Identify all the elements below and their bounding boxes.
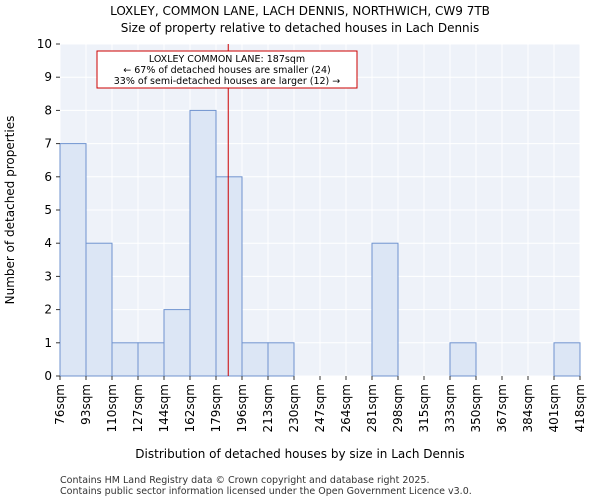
- y-tick-label: 4: [44, 236, 52, 250]
- x-tick-label: 196sqm: [235, 384, 249, 432]
- x-tick-label: 127sqm: [131, 384, 145, 432]
- x-tick-label: 401sqm: [547, 384, 561, 432]
- x-axis-ticks: 76sqm 93sqm 110sqm 127sqm 144sqm 162sqm 179sqm…: [53, 376, 587, 432]
- x-tick-label: 281sqm: [365, 384, 379, 432]
- annotation-line-1: LOXLEY COMMON LANE: 187sqm: [149, 54, 305, 65]
- x-tick-label: 367sqm: [495, 384, 509, 432]
- y-tick-label: 5: [44, 203, 52, 217]
- x-tick-label: 418sqm: [573, 384, 587, 432]
- annotation-line-2: ← 67% of detached houses are smaller (24…: [123, 65, 330, 76]
- x-tick-label: 93sqm: [79, 384, 93, 425]
- y-axis-ticks: 0 1 2 3 4 5 6 7 8 9 10: [37, 37, 60, 383]
- histogram-bar: [59, 143, 87, 377]
- x-axis-label: Distribution of detached houses by size …: [135, 447, 464, 461]
- grid-lines: [59, 43, 581, 377]
- x-tick-label: 315sqm: [417, 384, 431, 432]
- x-tick-label: 230sqm: [287, 384, 301, 432]
- x-tick-label: 298sqm: [391, 384, 405, 432]
- x-tick-label: 350sqm: [469, 384, 483, 432]
- x-tick-label: 213sqm: [261, 384, 275, 432]
- footer-line-2: Contains public sector information licen…: [60, 486, 472, 497]
- footer-line-1: Contains HM Land Registry data © Crown c…: [60, 475, 430, 486]
- histogram-bar: [137, 342, 165, 377]
- x-tick-label: 264sqm: [339, 384, 353, 432]
- y-tick-label: 1: [44, 336, 52, 350]
- y-tick-label: 8: [44, 103, 52, 117]
- histogram-bar: [553, 342, 581, 377]
- x-tick-label: 144sqm: [157, 384, 171, 432]
- y-tick-label: 10: [37, 37, 52, 51]
- x-tick-label: 384sqm: [521, 384, 535, 432]
- chart-title: LOXLEY, COMMON LANE, LACH DENNIS, NORTHW…: [110, 4, 490, 18]
- y-tick-label: 9: [44, 70, 52, 84]
- annotation-line-3: 33% of semi-detached houses are larger (…: [114, 76, 341, 87]
- x-tick-label: 333sqm: [443, 384, 457, 432]
- annotation-box: LOXLEY COMMON LANE: 187sqm ← 67% of deta…: [96, 50, 358, 89]
- histogram-bar: [241, 342, 269, 377]
- x-tick-label: 247sqm: [313, 384, 327, 432]
- chart-subtitle: Size of property relative to detached ho…: [121, 21, 480, 35]
- y-tick-label: 0: [44, 369, 52, 383]
- histogram-bar: [85, 242, 113, 377]
- y-tick-label: 7: [44, 137, 52, 151]
- bars-group: [59, 109, 581, 377]
- histogram-bar: [189, 109, 217, 377]
- x-tick-label: 76sqm: [53, 384, 67, 425]
- histogram-bar: [267, 342, 295, 377]
- histogram-bar: [215, 176, 243, 377]
- y-tick-label: 6: [44, 170, 52, 184]
- histogram-bar: [449, 342, 477, 377]
- y-tick-label: 3: [44, 269, 52, 283]
- y-tick-label: 2: [44, 303, 52, 317]
- y-axis-label: Number of detached properties: [3, 116, 17, 305]
- x-tick-label: 162sqm: [183, 384, 197, 432]
- histogram-bar: [111, 342, 139, 377]
- x-tick-label: 179sqm: [209, 384, 223, 432]
- x-tick-label: 110sqm: [105, 384, 119, 432]
- histogram-bar: [163, 309, 191, 377]
- histogram-bar: [371, 242, 399, 377]
